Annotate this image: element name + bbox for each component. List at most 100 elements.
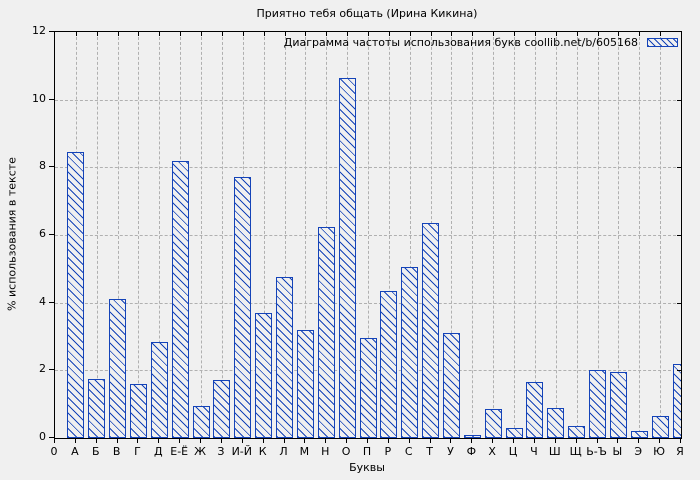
axis-tick xyxy=(220,439,222,443)
axis-tick xyxy=(387,439,389,443)
bar-Н xyxy=(317,226,335,438)
v-gridline xyxy=(201,32,203,438)
axis-tick xyxy=(388,32,390,36)
axis-tick xyxy=(492,439,494,443)
v-gridline xyxy=(660,32,662,438)
axis-tick xyxy=(201,32,203,36)
v-gridline xyxy=(159,32,161,438)
x-tick-label-О: О xyxy=(341,445,351,458)
v-gridline xyxy=(368,32,369,438)
v-gridline xyxy=(409,32,411,438)
axis-tick xyxy=(95,439,97,443)
axis-tick xyxy=(680,439,681,443)
v-gridline xyxy=(639,32,641,438)
v-gridline xyxy=(96,32,98,438)
axis-tick xyxy=(638,439,640,443)
axis-tick xyxy=(513,439,515,443)
x-tick-label-Н: Н xyxy=(321,445,330,458)
v-gridline xyxy=(514,32,516,438)
v-gridline xyxy=(451,32,453,438)
axis-tick xyxy=(347,32,349,36)
axis-tick xyxy=(575,439,577,443)
bar-Щ xyxy=(568,426,586,438)
bar-О xyxy=(338,77,356,438)
axis-tick xyxy=(472,32,474,36)
axis-tick xyxy=(138,32,140,36)
bar-Д xyxy=(150,341,168,438)
bar-Ь-Ъ xyxy=(589,370,607,438)
axis-tick xyxy=(283,439,285,443)
x-tick-label-Л: Л xyxy=(279,445,288,458)
v-gridline xyxy=(555,32,557,438)
v-gridline xyxy=(618,32,620,438)
axis-tick xyxy=(262,439,264,443)
axis-tick xyxy=(200,439,202,443)
axis-tick xyxy=(221,32,223,36)
axis-tick xyxy=(159,32,161,36)
v-gridline xyxy=(305,32,307,438)
bar-Я xyxy=(672,363,681,438)
axis-tick xyxy=(659,439,661,443)
axis-tick xyxy=(597,32,599,36)
axis-tick xyxy=(451,32,453,36)
x-tick-label-Ш: Ш xyxy=(548,445,561,458)
bar-Ж xyxy=(192,405,210,438)
x-tick-label-В: В xyxy=(112,445,121,458)
bar-И-Й xyxy=(234,177,252,438)
bar-Ц xyxy=(505,427,523,438)
axis-tick xyxy=(677,302,681,304)
x-tick-label-Ю: Ю xyxy=(653,445,666,458)
axis-tick xyxy=(74,439,76,443)
axis-tick xyxy=(677,99,681,101)
bar-Р xyxy=(380,290,398,438)
v-gridline xyxy=(472,32,474,438)
bar-Т xyxy=(422,223,440,438)
axis-tick xyxy=(429,439,431,443)
axis-tick xyxy=(409,32,411,36)
axis-tick xyxy=(180,32,182,36)
axis-tick xyxy=(450,439,452,443)
x-tick-label-У: У xyxy=(447,445,454,458)
x-tick-label-К: К xyxy=(258,445,267,458)
x-tick-label-Щ: Щ xyxy=(569,445,582,458)
y-tick-label-12: 12 xyxy=(32,24,46,37)
x-tick-label-Р: Р xyxy=(384,445,392,458)
axis-tick xyxy=(677,167,681,169)
axis-tick xyxy=(408,439,410,443)
axis-tick xyxy=(514,32,516,36)
axis-tick xyxy=(639,32,641,36)
x-tick-label-Х: Х xyxy=(488,445,496,458)
axis-tick xyxy=(368,32,369,36)
legend-label: Диаграмма частоты использования букв coo… xyxy=(283,36,638,49)
axis-tick xyxy=(367,439,368,443)
bar-Ы xyxy=(609,372,627,438)
y-tick-label-10: 10 xyxy=(32,91,46,105)
x-tick-label-Ж: Ж xyxy=(194,445,206,458)
bar-Ф xyxy=(463,434,481,438)
x-tick-label-Я: Я xyxy=(676,445,684,458)
x-tick-label-Е-Ё: Е-Ё xyxy=(170,445,189,458)
bar-А xyxy=(67,152,85,438)
x-axis-label: Буквы xyxy=(349,461,385,474)
axis-tick xyxy=(534,32,536,36)
axis-tick xyxy=(96,32,98,36)
axis-tick xyxy=(158,439,160,443)
axis-tick xyxy=(75,32,77,36)
bar-Х xyxy=(484,409,502,438)
bar-Г xyxy=(129,383,147,438)
axis-tick xyxy=(681,32,682,36)
axis-tick xyxy=(263,32,265,36)
axis-tick xyxy=(660,32,662,36)
axis-tick xyxy=(304,439,306,443)
axis-tick xyxy=(242,32,244,36)
x-tick-label-Б: Б xyxy=(91,445,100,458)
v-gridline xyxy=(388,32,390,438)
legend-swatch-hatched-bar-icon xyxy=(647,38,678,47)
x-tick-label-И-Й: И-Й xyxy=(231,445,253,458)
axis-tick xyxy=(326,32,328,36)
bar-З xyxy=(213,380,231,438)
axis-tick xyxy=(677,235,681,236)
bar-Л xyxy=(276,277,294,438)
axis-tick xyxy=(54,439,55,443)
legend: Диаграмма частоты использования букв coo… xyxy=(284,36,678,49)
